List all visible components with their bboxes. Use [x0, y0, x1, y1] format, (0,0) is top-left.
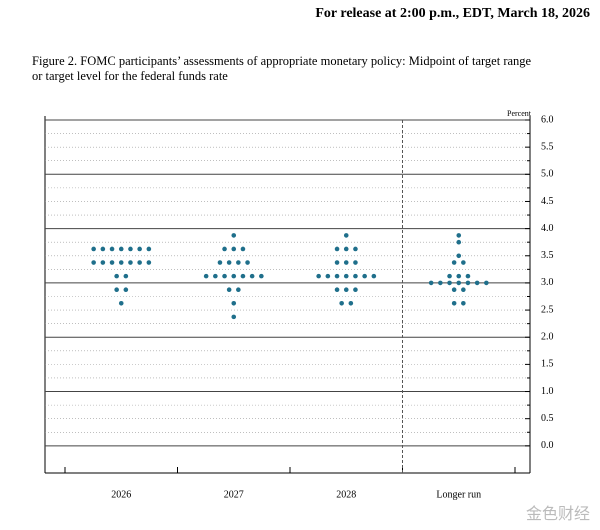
- dot: [231, 300, 237, 306]
- dot: [222, 273, 227, 279]
- dot: [137, 260, 142, 265]
- dot: [447, 280, 452, 286]
- dot: [123, 273, 129, 279]
- dot: [231, 246, 237, 252]
- dot: [245, 260, 250, 265]
- dot: [334, 260, 340, 265]
- dot: [461, 300, 466, 306]
- dot: [128, 260, 133, 265]
- y-tick-label: 2.5: [541, 304, 554, 315]
- dot: [118, 260, 124, 265]
- dot: [249, 273, 255, 279]
- y-tick-label: 0.5: [541, 413, 554, 424]
- dot: [146, 260, 152, 265]
- dot: [343, 246, 349, 252]
- dot: [325, 273, 331, 279]
- y-tick-label: 3.0: [541, 277, 554, 288]
- dot: [343, 273, 349, 279]
- chart-title: Figure 2. FOMC participants’ assessments…: [32, 54, 532, 83]
- dot: [461, 260, 466, 265]
- dot: [456, 253, 462, 259]
- dot: [343, 260, 349, 265]
- dot: [231, 273, 237, 279]
- y-tick-label: 5.0: [541, 169, 554, 180]
- dot: [128, 246, 133, 252]
- dot: [222, 246, 227, 252]
- dot: [91, 246, 96, 252]
- dot: [118, 246, 124, 252]
- dot: [137, 246, 142, 252]
- watermark: 金色财经: [525, 504, 590, 523]
- dot: [353, 260, 358, 265]
- dot: [203, 273, 209, 279]
- dot: [100, 260, 106, 265]
- dot: [353, 287, 358, 293]
- dot: [100, 246, 106, 252]
- y-tick-label: 4.0: [541, 223, 554, 234]
- dot: [109, 260, 115, 265]
- dot: [451, 287, 457, 293]
- dot: [451, 260, 457, 265]
- dot: [118, 300, 124, 306]
- dot: [465, 273, 471, 279]
- x-tick-label: Longer run: [436, 489, 481, 500]
- dot: [465, 280, 471, 286]
- dot: [334, 246, 340, 252]
- y-tick-label: 1.5: [541, 359, 554, 370]
- dot: [456, 280, 462, 286]
- dot: [226, 260, 232, 265]
- dot: [236, 260, 241, 265]
- y-tick-label: 0.0: [541, 440, 554, 451]
- dot: [231, 233, 237, 238]
- y-tick-label: 6.0: [541, 114, 554, 125]
- release-header: For release at 2:00 p.m., EDT, March 18,…: [315, 6, 590, 21]
- y-tick-label: 2.0: [541, 332, 554, 343]
- dot: [371, 273, 377, 279]
- x-tick-label: 2026: [111, 489, 131, 500]
- dot: [343, 287, 349, 293]
- dot: [353, 273, 358, 279]
- dot: [456, 239, 462, 245]
- y-tick-label: 3.5: [541, 250, 554, 261]
- dot: [213, 273, 218, 279]
- dot: [461, 287, 466, 293]
- dot: [236, 287, 241, 293]
- dot: [353, 246, 358, 252]
- dot: [334, 273, 340, 279]
- dot: [456, 233, 462, 238]
- dot: [474, 280, 480, 286]
- dot: [316, 273, 321, 279]
- dot: [456, 273, 462, 279]
- dot: [146, 246, 152, 252]
- dot: [348, 300, 354, 306]
- dot: [484, 280, 489, 286]
- x-tick-label: 2027: [224, 489, 244, 500]
- dot: [447, 273, 452, 279]
- dot: [123, 287, 129, 293]
- x-tick-label: 2028: [336, 489, 356, 500]
- dot: [428, 280, 434, 286]
- dot: [109, 246, 115, 252]
- dot: [217, 260, 223, 265]
- dot: [114, 287, 119, 293]
- dot: [259, 273, 264, 279]
- dot: [240, 273, 246, 279]
- dot: [226, 287, 232, 293]
- dot: [362, 273, 367, 279]
- dot: [339, 300, 344, 306]
- y-tick-label: 1.0: [541, 386, 554, 397]
- dot: [240, 246, 246, 252]
- dot: [114, 273, 119, 279]
- y-tick-label: 5.5: [541, 141, 554, 152]
- dot: [91, 260, 96, 265]
- dot: [334, 287, 340, 293]
- y-axis-label: Percent: [507, 109, 532, 118]
- dot: [451, 300, 457, 306]
- dot: [231, 314, 237, 320]
- dot: [343, 233, 349, 238]
- y-tick-label: 4.5: [541, 196, 554, 207]
- dot: [438, 280, 443, 286]
